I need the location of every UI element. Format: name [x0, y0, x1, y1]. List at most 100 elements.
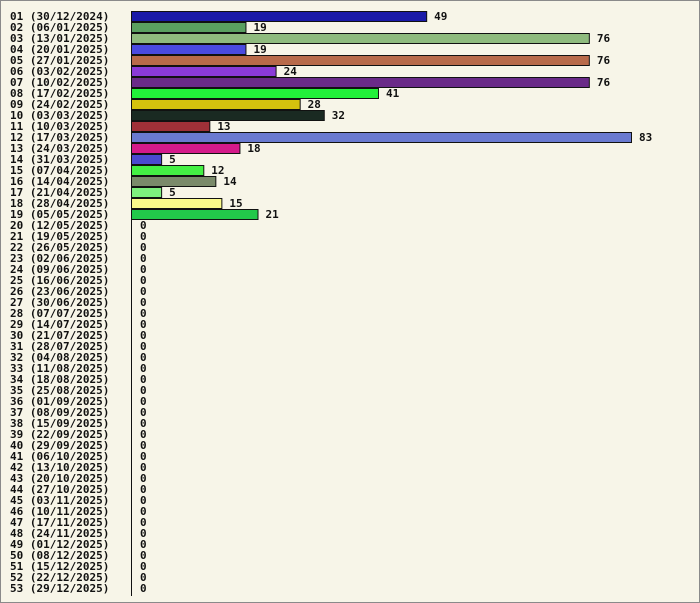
- category-label: 09 (24/02/2025): [10, 98, 109, 111]
- category-label: 41 (06/10/2025): [10, 450, 109, 463]
- category-label: 35 (25/08/2025): [10, 384, 109, 397]
- category-label: 07 (10/02/2025): [10, 76, 109, 89]
- bar: [131, 77, 590, 88]
- bar: [131, 121, 211, 132]
- category-label: 23 (02/06/2025): [10, 252, 109, 265]
- value-label: 0: [140, 494, 147, 507]
- bar: [131, 154, 163, 165]
- value-label: 0: [140, 362, 147, 375]
- value-label: 41: [386, 87, 400, 100]
- value-label: 13: [217, 120, 230, 133]
- category-label: 08 (17/02/2025): [10, 87, 109, 100]
- value-label: 49: [434, 10, 447, 23]
- value-label: 0: [140, 252, 147, 265]
- value-label: 0: [140, 219, 147, 232]
- bar: [131, 198, 223, 209]
- value-label: 32: [332, 109, 345, 122]
- bar: [131, 176, 217, 187]
- value-label: 0: [140, 428, 147, 441]
- category-label: 19 (05/05/2025): [10, 208, 109, 221]
- value-label: 28: [308, 98, 321, 111]
- value-label: 0: [140, 505, 147, 518]
- value-label: 0: [140, 516, 147, 529]
- value-label: 14: [223, 175, 237, 188]
- value-label: 0: [140, 406, 147, 419]
- value-label: 0: [140, 351, 147, 364]
- value-label: 0: [140, 439, 147, 452]
- category-label: 04 (20/01/2025): [10, 43, 109, 56]
- category-label: 15 (07/04/2025): [10, 164, 109, 177]
- bar: [131, 209, 259, 220]
- category-label: 18 (28/04/2025): [10, 197, 109, 210]
- category-label: 45 (03/11/2025): [10, 494, 109, 507]
- bar: [131, 11, 428, 22]
- category-label: 02 (06/01/2025): [10, 21, 109, 34]
- value-label: 0: [140, 373, 147, 386]
- category-label: 26 (23/06/2025): [10, 285, 109, 298]
- value-label: 12: [211, 164, 224, 177]
- category-label: 43 (20/10/2025): [10, 472, 109, 485]
- bar: [131, 110, 325, 121]
- category-label: 11 (10/03/2025): [10, 120, 109, 133]
- value-label: 0: [140, 329, 147, 342]
- value-label: 15: [229, 197, 242, 210]
- value-label: 76: [597, 54, 611, 67]
- category-label: 21 (19/05/2025): [10, 230, 109, 243]
- category-label: 51 (15/12/2025): [10, 560, 109, 573]
- category-label: 39 (22/09/2025): [10, 428, 109, 441]
- value-label: 19: [253, 21, 266, 34]
- value-label: 0: [140, 340, 147, 353]
- value-label: 0: [140, 527, 147, 540]
- category-label: 14 (31/03/2025): [10, 153, 109, 166]
- category-label: 25 (16/06/2025): [10, 274, 109, 287]
- value-label: 5: [169, 153, 176, 166]
- value-label: 83: [639, 131, 652, 144]
- category-label: 22 (26/05/2025): [10, 241, 109, 254]
- category-label: 32 (04/08/2025): [10, 351, 109, 364]
- bar: [131, 44, 247, 55]
- category-label: 53 (29/12/2025): [10, 582, 109, 595]
- category-label: 52 (22/12/2025): [10, 571, 109, 584]
- bar: [131, 66, 277, 77]
- category-label: 13 (24/03/2025): [10, 142, 109, 155]
- value-label: 0: [140, 483, 147, 496]
- category-label: 48 (24/11/2025): [10, 527, 109, 540]
- value-label: 0: [140, 417, 147, 430]
- category-label: 37 (08/09/2025): [10, 406, 109, 419]
- category-label: 05 (27/01/2025): [10, 54, 109, 67]
- category-label: 42 (13/10/2025): [10, 461, 109, 474]
- value-label: 0: [140, 296, 147, 309]
- value-label: 0: [140, 395, 147, 408]
- category-label: 36 (01/09/2025): [10, 395, 109, 408]
- value-label: 0: [140, 450, 147, 463]
- category-label: 28 (07/07/2025): [10, 307, 109, 320]
- category-label: 17 (21/04/2025): [10, 186, 109, 199]
- value-label: 5: [169, 186, 176, 199]
- category-label: 29 (14/07/2025): [10, 318, 109, 331]
- value-label: 19: [253, 43, 266, 56]
- value-label: 0: [140, 560, 147, 573]
- category-label: 47 (17/11/2025): [10, 516, 109, 529]
- category-label: 10 (03/03/2025): [10, 109, 109, 122]
- value-label: 0: [140, 285, 147, 298]
- value-label: 0: [140, 582, 147, 595]
- bar: [131, 132, 632, 143]
- category-label: 40 (29/09/2025): [10, 439, 109, 452]
- value-label: 0: [140, 472, 147, 485]
- category-label: 27 (30/06/2025): [10, 296, 109, 309]
- category-label: 38 (15/09/2025): [10, 417, 109, 430]
- category-label: 03 (13/01/2025): [10, 32, 109, 45]
- category-label: 44 (27/10/2025): [10, 483, 109, 496]
- value-label: 0: [140, 549, 147, 562]
- bar: [131, 187, 163, 198]
- value-label: 0: [140, 384, 147, 397]
- category-label: 24 (09/06/2025): [10, 263, 109, 276]
- value-label: 0: [140, 571, 147, 584]
- category-label: 46 (10/11/2025): [10, 505, 109, 518]
- value-label: 21: [266, 208, 280, 221]
- category-label: 50 (08/12/2025): [10, 549, 109, 562]
- category-label: 01 (30/12/2024): [10, 10, 109, 23]
- value-label: 24: [284, 65, 298, 78]
